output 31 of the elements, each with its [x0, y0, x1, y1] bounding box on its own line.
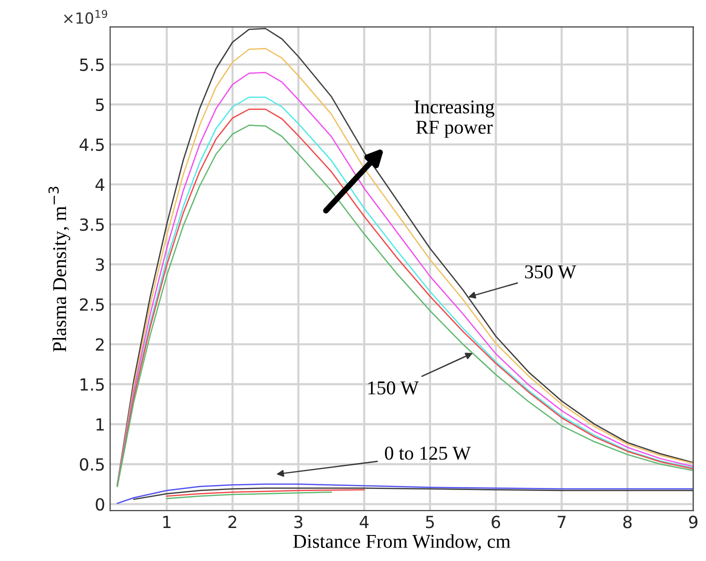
y-tick-label: 0.5: [80, 458, 104, 471]
x-tick-label: 6: [492, 516, 500, 528]
y-tick-label: 1.5: [80, 378, 104, 391]
y-tick-label: 2: [96, 338, 104, 351]
annotation: 350 W: [525, 265, 576, 279]
y-axis-title: Plasma Density, m$^{−3}$: [48, 186, 70, 352]
x-tick-label: 1: [163, 516, 171, 528]
x-tick-label: 4: [360, 516, 369, 528]
y-tick-label: 5: [96, 98, 104, 112]
y-tick-label: 2.5: [80, 298, 104, 311]
line-series: [116, 484, 694, 504]
x-axis-title: Distance From Window, cm: [293, 534, 510, 551]
y-tick-label: 5.5: [80, 58, 104, 72]
x-tick-label: 9: [689, 516, 698, 528]
line-series: [166, 489, 365, 497]
annotation: 0 to 125 W: [384, 446, 471, 460]
x-tick-label: 7: [558, 516, 566, 528]
x-tick-label: 5: [426, 516, 434, 528]
y-tick-label: 3: [96, 258, 104, 271]
line-series: [166, 492, 332, 500]
x-tick-label: 8: [623, 516, 632, 528]
y-tick-label: 1: [96, 418, 104, 431]
x-tick-label: 3: [294, 516, 302, 528]
y-tick-label: 4.5: [80, 138, 104, 151]
annotation: 150 W: [368, 381, 419, 395]
text: ×10$^{19}$: [64, 10, 108, 24]
y-tick-label: 3.5: [80, 218, 104, 231]
y-tick-label: 4: [95, 178, 104, 191]
annotation: Increasing RF power: [414, 100, 494, 138]
x-tick-label: 2: [228, 516, 236, 528]
y-tick-label: 0: [96, 498, 104, 511]
